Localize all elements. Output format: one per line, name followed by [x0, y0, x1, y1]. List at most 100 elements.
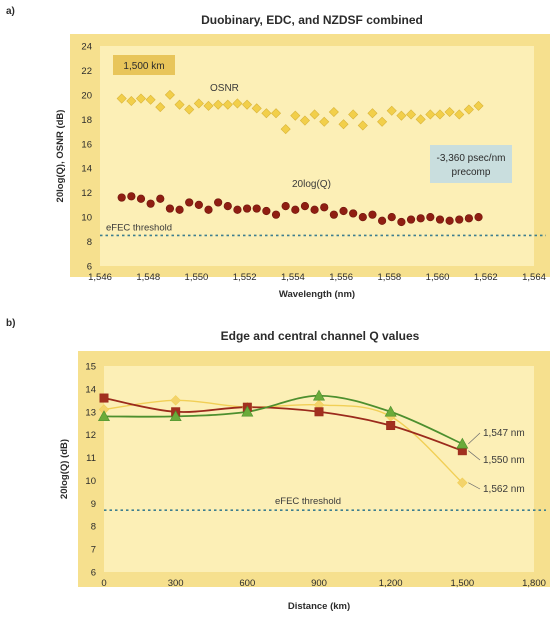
q-point — [339, 206, 348, 216]
osnr-series-label: OSNR — [210, 83, 239, 94]
q-point — [426, 213, 435, 222]
series-point-1562 — [457, 477, 468, 488]
panel-b-y-tick-label: 7 — [91, 545, 96, 556]
series-leader-1547 — [468, 432, 481, 445]
q-point — [435, 215, 445, 224]
panel-b-y-tick-label: 11 — [86, 453, 96, 464]
q-point — [223, 202, 232, 211]
panel-a-y-tick-label: 6 — [87, 262, 92, 273]
q-point — [233, 205, 242, 214]
osnr-point — [367, 108, 378, 119]
osnr-point — [338, 119, 349, 130]
q-point — [281, 202, 290, 211]
series-point-1562 — [170, 395, 181, 406]
osnr-point — [270, 108, 282, 119]
panel-a-y-tick-label: 12 — [81, 188, 92, 199]
q-series-label: 20log(Q) — [292, 179, 331, 190]
q-point — [242, 204, 252, 213]
q-point — [445, 216, 454, 225]
osnr-point — [261, 108, 272, 119]
q-point — [358, 213, 367, 222]
osnr-point — [406, 109, 417, 120]
q-point — [300, 202, 310, 211]
osnr-point — [242, 99, 253, 110]
series-point-1550 — [99, 393, 109, 403]
series-point-1547 — [169, 410, 182, 422]
osnr-point — [444, 106, 455, 118]
q-point — [416, 214, 425, 223]
osnr-point — [473, 100, 484, 111]
panel-b-y-tick-label: 8 — [91, 522, 96, 533]
panel-a-ticks: 6 8 10 12 14 16 18 20 22 24 1,546 1,548 1,550 1,552 1,… — [81, 42, 545, 284]
series-label-1550: 1,550 nm — [483, 455, 525, 466]
series-point-1547 — [312, 389, 326, 401]
panel-b-y-tick-label: 13 — [85, 407, 96, 418]
q-point — [146, 199, 155, 208]
panel-a: a) Duobinary, EDC, and NZDSF combined 6 8… — [6, 6, 550, 300]
osnr-point — [164, 89, 175, 100]
panel-a-x-tick-label: 1,560 — [426, 272, 450, 283]
panel-a-y-tick-label: 16 — [81, 139, 92, 150]
panel-b-threshold-label: eFEC threshold — [275, 496, 341, 507]
panel-a-x-tick-label: 1,562 — [474, 272, 498, 283]
q-point — [117, 193, 126, 202]
panel-b-x-tick-label: 1,200 — [379, 578, 403, 589]
q-point — [474, 213, 483, 222]
series-point-1550 — [314, 407, 324, 417]
panel-a-x-tick-label: 1,550 — [185, 272, 209, 283]
panel-a-y-tick-label: 10 — [81, 213, 92, 224]
panel-b-y-axis-label: 20log(Q) (dB) — [59, 439, 70, 499]
panel-b-title: Edge and central channel Q values — [221, 329, 420, 343]
osnr-point — [396, 110, 407, 121]
q-point — [271, 210, 281, 219]
osnr-point — [290, 110, 301, 121]
series-point-1547 — [241, 405, 254, 417]
osnr-point — [222, 99, 233, 110]
osnr-point — [357, 120, 368, 131]
osnr-point — [213, 99, 224, 110]
panel-a-label: a) — [6, 6, 15, 17]
panel-a-x-tick-label: 1,564 — [522, 272, 546, 283]
panel-a-x-tick-label: 1,554 — [281, 272, 305, 283]
q-point — [165, 204, 175, 213]
panel-a-x-tick-label: 1,558 — [377, 272, 401, 283]
osnr-point — [203, 100, 214, 111]
osnr-point — [174, 99, 185, 110]
panel-a-y-tick-label: 24 — [81, 42, 92, 53]
osnr-point — [116, 93, 127, 104]
osnr-point — [232, 98, 243, 109]
q-point — [464, 214, 474, 223]
osnr-point — [425, 109, 436, 120]
series-label-1562: 1,562 nm — [483, 484, 525, 495]
q-point — [136, 194, 146, 203]
osnr-point — [145, 94, 156, 105]
series-leader-1562 — [468, 482, 481, 490]
osnr-point — [299, 115, 310, 126]
series-label-1547: 1,547 nm — [483, 428, 525, 439]
osnr-point — [280, 124, 291, 135]
panel-a-y-axis-label: 20log(Q), OSNR (dB) — [55, 110, 66, 203]
precomp-box — [430, 145, 512, 183]
q-point — [194, 200, 203, 209]
series-line-1550 — [103, 397, 463, 452]
osnr-point — [434, 109, 445, 120]
panel-a-y-tick-label: 18 — [81, 115, 92, 126]
panel-b-y-tick-label: 9 — [91, 499, 96, 510]
panel-a-threshold-label: eFEC threshold — [106, 222, 172, 233]
panel-a-marks — [116, 89, 484, 227]
series-line-1547 — [103, 394, 463, 445]
osnr-point — [319, 116, 330, 127]
osnr-point — [126, 95, 137, 107]
q-point — [310, 205, 319, 214]
panel-b-x-tick-label: 1,500 — [450, 578, 474, 589]
panel-a-x-tick-label: 1,548 — [136, 272, 160, 283]
series-point-1547 — [384, 405, 397, 417]
series-leader-1550 — [468, 450, 481, 461]
q-point — [455, 215, 464, 224]
q-point — [156, 194, 165, 203]
panel-b-y-tick-label: 10 — [85, 476, 96, 487]
panel-a-y-tick-label: 14 — [81, 164, 92, 175]
panel-a-y-tick-label: 20 — [81, 90, 92, 101]
